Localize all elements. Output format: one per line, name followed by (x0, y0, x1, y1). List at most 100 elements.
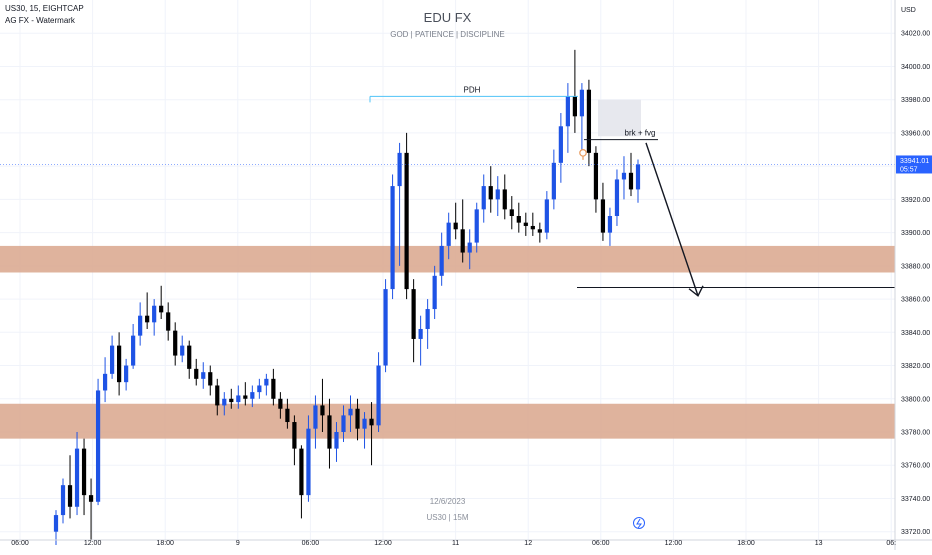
candle[interactable] (607, 207, 613, 246)
candle[interactable] (621, 156, 627, 200)
candle-body (425, 309, 430, 329)
candle[interactable] (614, 169, 620, 226)
candle[interactable] (516, 202, 521, 233)
candle[interactable] (355, 398, 360, 441)
last-price-badge[interactable] (896, 155, 932, 174)
price-scale-bg[interactable] (895, 0, 932, 550)
candle[interactable] (565, 83, 570, 153)
candle[interactable] (131, 324, 136, 369)
candle[interactable] (88, 478, 94, 540)
candle[interactable] (292, 415, 297, 466)
candle-body (208, 372, 213, 386)
candle[interactable] (474, 202, 479, 253)
candle[interactable] (467, 229, 472, 270)
candle-body (383, 289, 388, 366)
candle[interactable] (159, 285, 164, 320)
candle[interactable] (502, 174, 507, 220)
candle[interactable] (572, 49, 577, 133)
candle[interactable] (537, 222, 542, 243)
candle[interactable] (460, 199, 465, 263)
supply-demand-zone[interactable] (0, 403, 895, 439)
projection-arrow[interactable] (645, 142, 699, 296)
candle[interactable] (628, 152, 634, 197)
candle[interactable] (313, 395, 318, 449)
symbol-legend[interactable]: US30, 15, EIGHTCAP (5, 4, 84, 13)
candle[interactable] (432, 265, 437, 320)
candle[interactable] (404, 132, 409, 300)
candle[interactable] (166, 302, 171, 341)
candle-body (572, 96, 577, 117)
supply-demand-zone[interactable] (0, 245, 895, 273)
candle[interactable] (327, 398, 332, 469)
candle[interactable] (593, 146, 599, 213)
candle[interactable] (60, 478, 66, 524)
candle[interactable] (453, 202, 458, 240)
candle[interactable] (579, 83, 585, 150)
candle[interactable] (152, 299, 157, 336)
candle[interactable] (299, 445, 304, 519)
candle[interactable] (74, 432, 80, 516)
candle[interactable] (509, 196, 514, 230)
candle[interactable] (600, 182, 606, 241)
candle[interactable] (362, 412, 367, 449)
candle[interactable] (278, 392, 283, 419)
candle[interactable] (236, 385, 241, 409)
candle[interactable] (257, 378, 262, 399)
candle[interactable] (411, 279, 416, 363)
indicator-legend[interactable]: AG FX - Watermark (5, 16, 75, 25)
candle[interactable] (67, 455, 73, 519)
candle[interactable] (383, 279, 388, 373)
candle[interactable] (481, 174, 486, 223)
candle[interactable] (544, 191, 549, 240)
candle[interactable] (376, 352, 381, 432)
candle[interactable] (551, 149, 556, 210)
candle[interactable] (495, 176, 500, 216)
candle[interactable] (425, 299, 430, 349)
candle[interactable] (446, 212, 451, 260)
candle[interactable] (635, 159, 641, 203)
candle[interactable] (208, 365, 213, 396)
candle[interactable] (439, 232, 444, 286)
candle[interactable] (117, 332, 122, 396)
candle[interactable] (138, 302, 143, 346)
candle[interactable] (390, 174, 395, 300)
candle[interactable] (201, 362, 206, 389)
candle[interactable] (222, 392, 227, 416)
candle[interactable] (586, 79, 592, 167)
fvg-box[interactable] (598, 99, 641, 137)
candle[interactable] (320, 378, 325, 432)
candle[interactable] (124, 358, 129, 391)
candle[interactable] (109, 335, 115, 379)
candle[interactable] (306, 415, 311, 502)
candle[interactable] (145, 292, 150, 329)
candle[interactable] (229, 388, 234, 409)
candle[interactable] (264, 373, 269, 396)
candle[interactable] (243, 382, 248, 406)
candle[interactable] (558, 112, 563, 183)
lightning-icon-bolt (636, 518, 642, 529)
candle[interactable] (53, 510, 59, 545)
candle[interactable] (334, 422, 339, 462)
candle[interactable] (215, 378, 220, 416)
candle[interactable] (180, 335, 185, 363)
alert-icon[interactable] (579, 149, 587, 160)
candle[interactable] (194, 358, 199, 386)
candle[interactable] (348, 395, 353, 432)
candle[interactable] (397, 142, 402, 266)
candle[interactable] (285, 398, 290, 429)
candle[interactable] (271, 368, 276, 406)
candle[interactable] (488, 166, 493, 213)
candle[interactable] (369, 402, 374, 466)
candle[interactable] (173, 322, 178, 366)
candle[interactable] (341, 405, 346, 442)
candle[interactable] (187, 340, 192, 379)
candle[interactable] (523, 212, 528, 236)
candle[interactable] (102, 357, 108, 403)
candle[interactable] (95, 378, 101, 506)
candle[interactable] (81, 438, 87, 516)
candle[interactable] (530, 212, 535, 236)
candle[interactable] (250, 385, 255, 408)
lightning-icon[interactable] (633, 517, 645, 529)
candle[interactable] (418, 315, 423, 366)
